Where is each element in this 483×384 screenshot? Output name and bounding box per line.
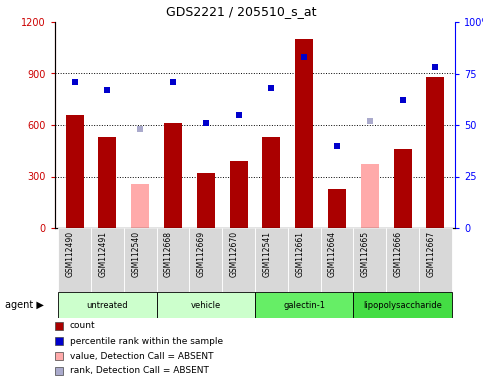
Text: lipopolysaccharide: lipopolysaccharide: [363, 301, 442, 310]
Text: percentile rank within the sample: percentile rank within the sample: [70, 336, 223, 346]
Bar: [255, 228, 288, 292]
Text: GSM112667: GSM112667: [426, 231, 435, 277]
Point: [366, 118, 374, 124]
Text: GSM112664: GSM112664: [328, 231, 337, 277]
Bar: [58, 228, 91, 292]
Text: GSM112490: GSM112490: [66, 231, 75, 277]
Bar: [426, 77, 444, 228]
Bar: [295, 39, 313, 228]
Point: [300, 54, 308, 60]
Bar: [156, 228, 189, 292]
Point: [431, 64, 439, 70]
Point: [398, 97, 406, 103]
Text: GSM112540: GSM112540: [131, 231, 140, 277]
Point: [268, 85, 275, 91]
Bar: [124, 228, 156, 292]
Bar: [229, 161, 248, 228]
Text: value, Detection Call = ABSENT: value, Detection Call = ABSENT: [70, 351, 213, 361]
Text: GDS2221 / 205510_s_at: GDS2221 / 205510_s_at: [166, 5, 317, 18]
Bar: [288, 228, 321, 292]
Bar: [262, 137, 281, 228]
Bar: [354, 228, 386, 292]
Point: [202, 120, 210, 126]
Point: [169, 79, 177, 85]
Text: GSM112666: GSM112666: [394, 231, 402, 277]
Bar: [255, 292, 354, 318]
Bar: [394, 149, 412, 228]
Point: [103, 87, 111, 93]
Text: GSM112661: GSM112661: [295, 231, 304, 277]
Point: [333, 142, 341, 149]
Text: count: count: [70, 321, 96, 331]
Bar: [99, 137, 116, 228]
Text: GSM112669: GSM112669: [197, 231, 206, 277]
Text: untreated: untreated: [86, 301, 128, 310]
Point: [235, 112, 242, 118]
Text: GSM112541: GSM112541: [262, 231, 271, 277]
Bar: [328, 189, 346, 228]
Bar: [386, 228, 419, 292]
Bar: [197, 173, 215, 228]
Bar: [354, 292, 452, 318]
Bar: [58, 292, 156, 318]
Text: rank, Detection Call = ABSENT: rank, Detection Call = ABSENT: [70, 366, 209, 376]
Text: GSM112670: GSM112670: [229, 231, 239, 277]
Text: GSM112665: GSM112665: [361, 231, 370, 277]
Bar: [361, 164, 379, 228]
Text: GSM112668: GSM112668: [164, 231, 173, 277]
Point: [71, 79, 79, 85]
Bar: [419, 228, 452, 292]
Text: galectin-1: galectin-1: [283, 301, 325, 310]
Bar: [156, 292, 255, 318]
Bar: [91, 228, 124, 292]
Bar: [189, 228, 222, 292]
Bar: [321, 228, 354, 292]
Bar: [66, 115, 84, 228]
Point: [136, 126, 144, 132]
Bar: [164, 123, 182, 228]
Text: GSM112491: GSM112491: [99, 231, 107, 277]
Text: vehicle: vehicle: [191, 301, 221, 310]
Text: agent ▶: agent ▶: [5, 300, 44, 310]
Bar: [222, 228, 255, 292]
Bar: [131, 184, 149, 228]
